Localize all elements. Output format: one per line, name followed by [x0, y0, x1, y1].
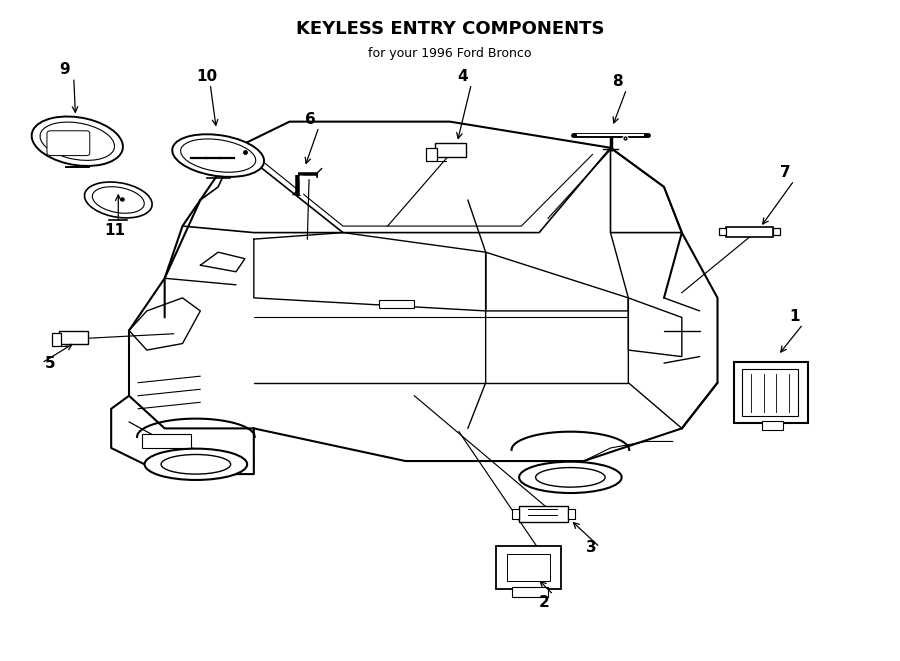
Bar	[719, 228, 726, 235]
Bar	[568, 510, 575, 519]
Ellipse shape	[161, 455, 230, 474]
Text: 11: 11	[104, 223, 125, 238]
Bar	[762, 420, 784, 430]
Ellipse shape	[519, 461, 622, 493]
Text: 10: 10	[196, 69, 217, 84]
Text: 5: 5	[45, 356, 56, 371]
Bar	[518, 506, 568, 522]
Ellipse shape	[181, 139, 256, 173]
FancyBboxPatch shape	[497, 546, 561, 589]
Bar	[726, 227, 773, 237]
Ellipse shape	[32, 116, 123, 166]
Text: 9: 9	[59, 62, 70, 77]
Bar	[511, 510, 518, 519]
Ellipse shape	[85, 182, 152, 218]
Text: 7: 7	[780, 165, 790, 180]
Bar	[773, 228, 780, 235]
Text: 4: 4	[457, 69, 468, 84]
Text: for your 1996 Ford Bronco: for your 1996 Ford Bronco	[368, 46, 532, 59]
Bar	[742, 369, 797, 416]
Text: 3: 3	[586, 539, 596, 555]
Bar	[435, 143, 466, 157]
Bar	[142, 434, 192, 448]
Bar	[507, 554, 550, 581]
Ellipse shape	[145, 449, 248, 480]
Text: 8: 8	[612, 74, 623, 89]
Bar	[512, 587, 548, 598]
Bar	[59, 330, 88, 344]
Text: 1: 1	[788, 309, 799, 324]
Ellipse shape	[172, 134, 264, 177]
Ellipse shape	[40, 122, 114, 161]
Ellipse shape	[93, 186, 144, 214]
Bar	[426, 148, 436, 161]
Bar	[52, 333, 61, 346]
Ellipse shape	[536, 467, 605, 487]
Bar	[379, 300, 414, 307]
Text: KEYLESS ENTRY COMPONENTS: KEYLESS ENTRY COMPONENTS	[296, 20, 604, 38]
Text: 2: 2	[539, 595, 550, 610]
FancyBboxPatch shape	[47, 131, 90, 155]
Text: 6: 6	[305, 112, 315, 127]
FancyBboxPatch shape	[734, 362, 808, 423]
